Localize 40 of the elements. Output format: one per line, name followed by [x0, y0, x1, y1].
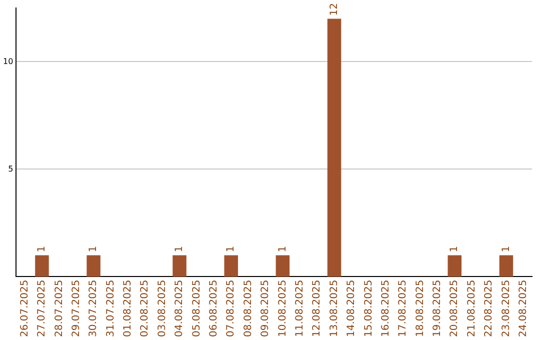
data-label: 1	[500, 246, 512, 252]
x-tick-label: 03.08.2025	[156, 280, 168, 338]
x-tick-label: 18.08.2025	[414, 280, 426, 338]
x-tick-label: 15.08.2025	[363, 280, 374, 338]
x-tick-label: 30.07.2025	[88, 280, 100, 338]
x-tick-label: 28.07.2025	[54, 280, 65, 338]
data-label: 1	[449, 246, 460, 252]
x-tick-label: 12.08.2025	[312, 280, 323, 338]
x-tick-label: 24.08.2025	[518, 280, 529, 338]
x-tick-label: 23.08.2025	[500, 280, 512, 338]
x-tick-label: 04.08.2025	[174, 280, 186, 338]
x-tick-label: 01.08.2025	[122, 280, 134, 338]
y-tick-label: 5	[8, 164, 14, 174]
x-tick-label: 19.08.2025	[432, 280, 444, 338]
x-tick-label: 27.07.2025	[36, 280, 48, 338]
x-tick-label: 06.08.2025	[208, 280, 220, 338]
x-tick-label: 22.08.2025	[484, 280, 495, 338]
x-tick-label: 08.08.2025	[242, 280, 254, 338]
data-label: 12	[328, 3, 340, 16]
x-tick-label: 10.08.2025	[277, 280, 288, 338]
x-tick-label: 02.08.2025	[140, 280, 151, 338]
x-tick-label: 11.08.2025	[294, 280, 306, 338]
x-tick-label: 07.08.2025	[226, 280, 237, 338]
x-tick-label: 20.08.2025	[449, 280, 460, 338]
x-tick-label: 17.08.2025	[398, 280, 409, 338]
x-tick-label: 13.08.2025	[328, 280, 340, 338]
x-tick-label: 21.08.2025	[466, 280, 478, 338]
y-tick-label: 10	[2, 56, 14, 66]
data-label: 1	[277, 246, 288, 252]
data-label: 1	[174, 246, 186, 252]
x-tick-label: 31.07.2025	[105, 280, 116, 338]
x-tick-label: 14.08.2025	[346, 280, 358, 338]
x-tick-label: 26.07.2025	[19, 280, 30, 338]
x-tick-label: 29.07.2025	[70, 280, 82, 338]
x-tick-label: 05.08.2025	[191, 280, 202, 338]
data-label: 1	[226, 246, 237, 252]
x-tick-label: 16.08.2025	[380, 280, 392, 338]
data-label: 1	[88, 246, 100, 252]
data-label: 1	[36, 246, 48, 252]
x-tick-label: 09.08.2025	[260, 280, 272, 338]
